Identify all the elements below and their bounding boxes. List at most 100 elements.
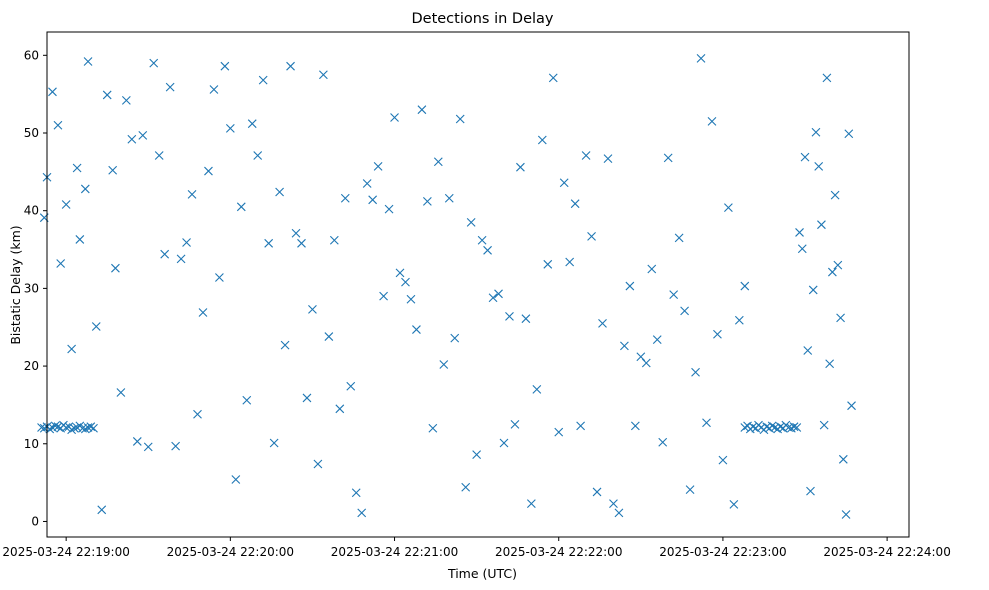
- data-point: [182, 238, 191, 247]
- data-point: [160, 249, 170, 259]
- y-tick-label: 60: [24, 48, 39, 62]
- data-point: [652, 335, 662, 345]
- data-point: [718, 455, 728, 465]
- data-point: [838, 454, 848, 464]
- data-point: [83, 57, 93, 66]
- y-tick-label: 50: [24, 126, 39, 140]
- data-point: [204, 166, 213, 176]
- data-point: [220, 61, 230, 71]
- data-point: [800, 152, 810, 162]
- data-point: [116, 388, 126, 397]
- data-point: [707, 116, 717, 126]
- data-point: [691, 367, 700, 377]
- data-point: [526, 499, 536, 508]
- data-point: [86, 422, 96, 432]
- data-point: [625, 281, 635, 291]
- data-point: [674, 233, 684, 243]
- data-point: [792, 423, 802, 432]
- data-point: [767, 421, 777, 431]
- x-tick-label: 2025-03-24 22:23:00: [659, 545, 786, 559]
- data-point: [209, 85, 219, 94]
- data-point: [841, 510, 851, 519]
- data-point: [609, 499, 618, 508]
- data-point: [329, 235, 339, 245]
- data-point: [803, 346, 813, 355]
- data-point: [669, 290, 679, 299]
- data-point: [61, 423, 71, 432]
- data-point: [455, 114, 465, 124]
- data-point: [789, 422, 799, 432]
- data-point: [401, 277, 410, 287]
- data-point: [346, 381, 356, 391]
- data-point: [308, 304, 317, 314]
- data-point: [477, 235, 487, 245]
- data-point: [417, 105, 427, 115]
- data-point: [67, 425, 77, 435]
- data-point: [554, 427, 564, 437]
- data-point: [576, 421, 586, 431]
- x-axis: 2025-03-24 22:19:00 2025-03-24 22:20:00 20…: [2, 537, 951, 559]
- data-point: [297, 238, 306, 248]
- data-point: [830, 190, 840, 200]
- data-point: [215, 273, 224, 282]
- data-point: [729, 499, 739, 509]
- data-point: [847, 401, 856, 411]
- data-point: [198, 308, 208, 317]
- data-point: [543, 259, 553, 269]
- x-tick-label: 2025-03-24 22:21:00: [331, 545, 458, 559]
- data-point: [324, 332, 334, 341]
- data-point: [775, 422, 785, 432]
- data-point: [565, 257, 575, 267]
- data-point: [335, 404, 345, 414]
- data-point: [444, 193, 454, 203]
- data-point: [231, 475, 241, 484]
- data-point: [390, 113, 399, 122]
- data-point: [48, 87, 57, 97]
- data-point: [505, 311, 514, 321]
- data-point: [696, 54, 706, 63]
- data-point: [53, 422, 63, 432]
- data-point: [713, 329, 722, 339]
- x-axis-label: Time (UTC): [447, 566, 517, 581]
- data-point: [379, 291, 388, 301]
- data-point: [302, 393, 312, 403]
- data-point: [253, 151, 263, 160]
- data-point: [806, 486, 815, 496]
- data-point: [56, 259, 66, 268]
- data-point: [702, 418, 711, 428]
- data-point: [658, 437, 668, 447]
- data-point: [165, 82, 175, 92]
- y-tick-label: 10: [24, 437, 39, 451]
- data-point: [748, 422, 758, 432]
- data-point: [143, 442, 153, 452]
- data-point: [844, 129, 854, 139]
- data-point: [406, 294, 416, 304]
- x-tick-label: 2025-03-24 22:24:00: [823, 545, 950, 559]
- data-point: [384, 204, 394, 214]
- data-point: [351, 488, 361, 498]
- y-tick-label: 0: [31, 514, 39, 528]
- data-point: [80, 184, 90, 194]
- data-point: [797, 244, 807, 254]
- data-point: [433, 157, 443, 167]
- data-point: [121, 95, 131, 105]
- data-point: [808, 285, 818, 295]
- y-axis-label: Bistatic Delay (km): [8, 225, 23, 344]
- data-point: [461, 482, 471, 492]
- data-point: [97, 505, 107, 515]
- data-point: [149, 58, 159, 68]
- data-point: [466, 217, 476, 227]
- y-axis: 0 10 20 30 40 50 60: [24, 48, 47, 528]
- data-point: [269, 438, 279, 448]
- data-point: [587, 231, 596, 241]
- data-point: [620, 341, 629, 351]
- data-point: [176, 254, 186, 264]
- x-tick-label: 2025-03-24 22:19:00: [2, 545, 129, 559]
- data-point: [472, 450, 482, 460]
- data-point: [614, 508, 624, 518]
- data-point: [795, 228, 804, 237]
- data-point: [154, 151, 164, 160]
- data-point: [67, 344, 77, 354]
- data-point: [340, 193, 350, 203]
